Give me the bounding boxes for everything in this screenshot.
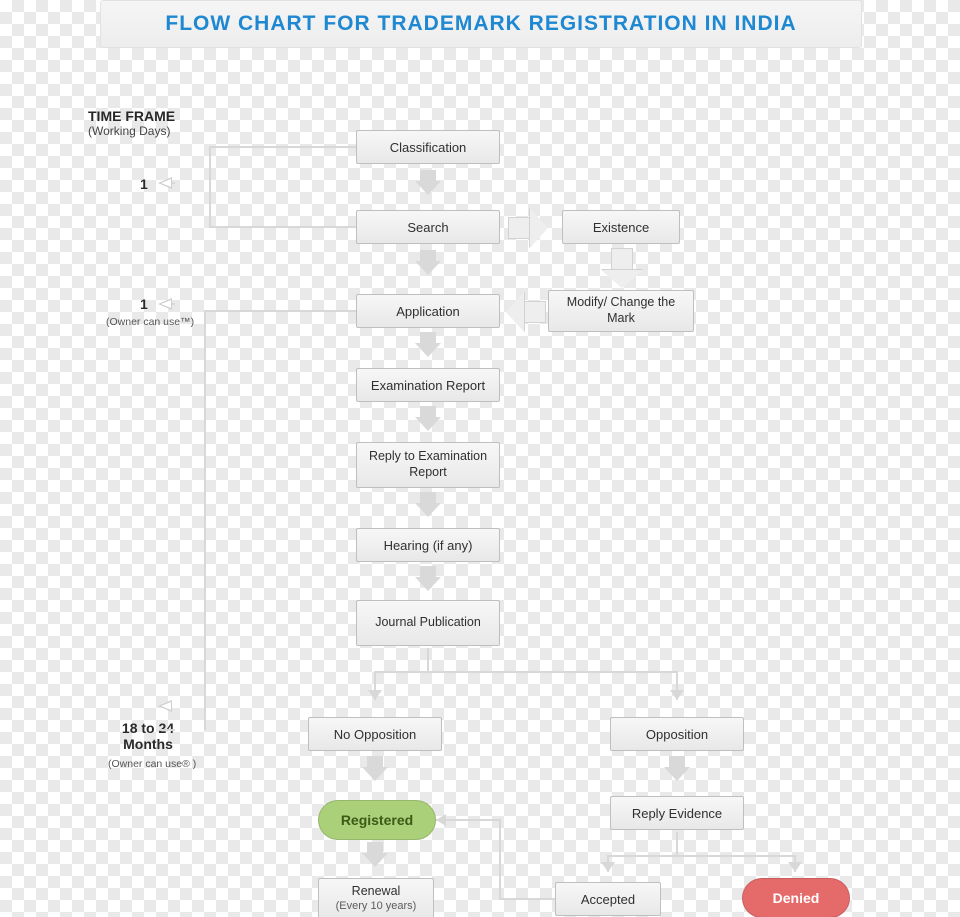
timeframe-block: TIME FRAME (Working Days) (88, 108, 175, 138)
node-reply-exam: Reply to Examination Report (356, 442, 500, 488)
node-examination-report: Examination Report (356, 368, 500, 402)
arrow-down-icon (364, 756, 386, 782)
time-marker-1b: 1 (140, 296, 148, 312)
arrow-down-icon (417, 492, 439, 518)
time-marker-1b-note: (Owner can use™) (106, 316, 194, 328)
arrow-down-icon (417, 250, 439, 276)
arrow-left-block-icon (504, 292, 546, 330)
arrow-right-icon (508, 208, 550, 246)
time-marker-1a: 1 (140, 176, 148, 192)
node-registered: Registered (318, 800, 436, 840)
arrow-left-icon (158, 700, 172, 712)
node-hearing: Hearing (if any) (356, 528, 500, 562)
time-marker-months-note: (Owner can use® ) (108, 758, 196, 770)
node-classification: Classification (356, 130, 500, 164)
arrow-down-block-icon (601, 248, 641, 290)
node-no-opposition: No Opposition (308, 717, 442, 751)
flowchart-canvas: FLOW CHART FOR TRADEMARK REGISTRATION IN… (0, 0, 960, 917)
timeframe-sub: (Working Days) (88, 124, 175, 138)
node-opposition: Opposition (610, 717, 744, 751)
arrow-down-icon (417, 566, 439, 592)
time-range-1: 18 to 24 (122, 720, 174, 736)
page-title: FLOW CHART FOR TRADEMARK REGISTRATION IN… (100, 0, 862, 48)
node-accepted: Accepted (555, 882, 661, 916)
node-reply-evidence: Reply Evidence (610, 796, 744, 830)
node-denied: Denied (742, 878, 850, 917)
arrow-down-icon (364, 842, 386, 868)
node-existence: Existence (562, 210, 680, 244)
arrow-left-icon (158, 298, 172, 310)
node-journal: Journal Publication (356, 600, 500, 646)
time-marker-months: 18 to 24 Months (108, 720, 188, 752)
arrow-down-icon (417, 406, 439, 432)
node-modify: Modify/ Change the Mark (548, 290, 694, 332)
arrow-down-icon (417, 170, 439, 196)
arrow-down-icon (417, 332, 439, 358)
renewal-sub: (Every 10 years) (336, 900, 417, 914)
node-renewal: Renewal (Every 10 years) (318, 878, 434, 917)
time-range-2: Months (123, 736, 173, 752)
node-application: Application (356, 294, 500, 328)
timeframe-heading: TIME FRAME (88, 108, 175, 124)
arrow-left-icon (158, 177, 172, 189)
node-search: Search (356, 210, 500, 244)
arrow-down-icon (666, 756, 688, 782)
renewal-label: Renewal (352, 884, 401, 900)
